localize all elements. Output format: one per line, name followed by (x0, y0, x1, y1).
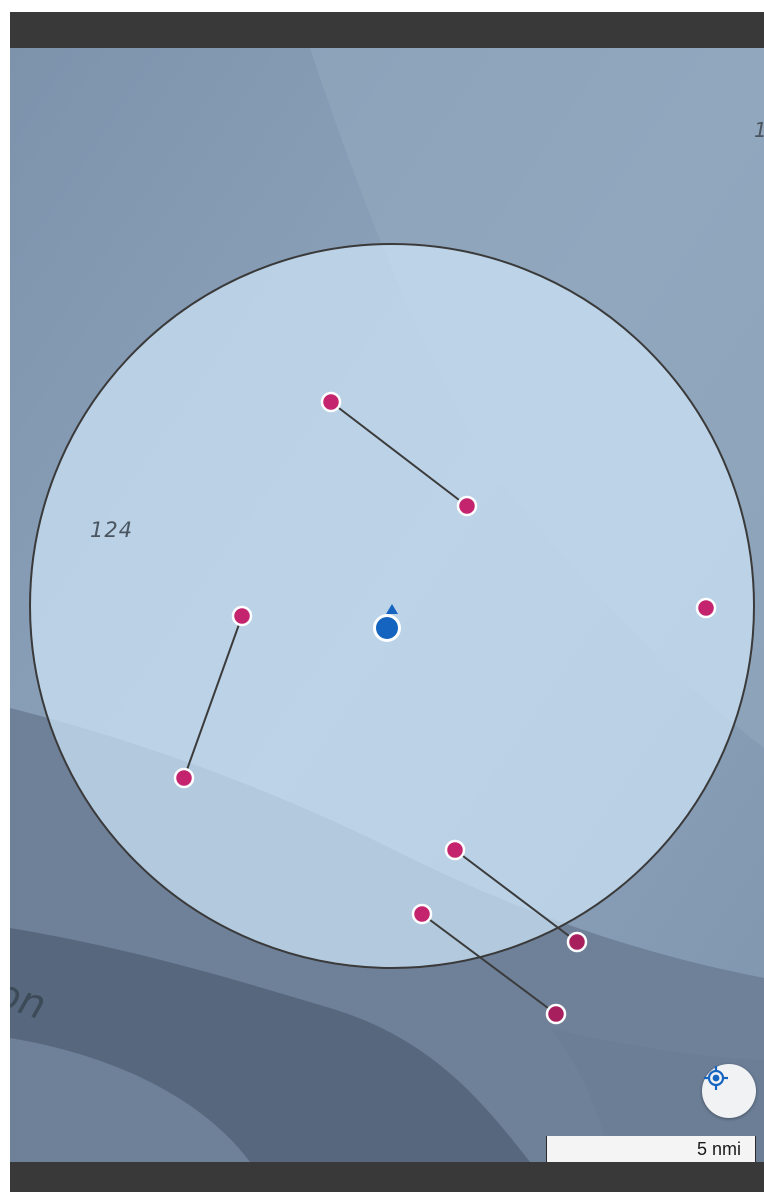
route-segment (454, 849, 578, 943)
waypoint-marker[interactable] (173, 767, 195, 789)
waypoint-markers[interactable] (173, 391, 717, 1025)
edge-depth-label: 1 (754, 118, 764, 142)
screen-frame: 124 on 1 5 nmi (10, 12, 764, 1192)
waypoint-marker[interactable] (320, 391, 342, 413)
scale-bar-label: 5 nmi (696, 1139, 741, 1159)
waypoint-marker[interactable] (456, 495, 478, 517)
waypoint-marker[interactable] (444, 839, 466, 861)
scale-bar: 5 nmi (546, 1136, 756, 1162)
top-status-bar (10, 12, 764, 48)
waypoint-marker[interactable] (231, 605, 253, 627)
waypoint-marker[interactable] (411, 903, 433, 925)
map-canvas[interactable] (10, 48, 764, 1162)
waypoint-marker[interactable] (566, 931, 588, 953)
route-segment (421, 913, 557, 1015)
location-dot-with-heading-icon (373, 604, 401, 642)
slope-patch (550, 1028, 764, 1162)
waypoint-marker[interactable] (695, 597, 717, 619)
bottom-navigation-bar (10, 1162, 764, 1192)
deep-channel-area (10, 928, 530, 1162)
locate-me-button[interactable] (702, 1064, 756, 1118)
my-location-crosshair-icon (704, 1066, 728, 1090)
map-view[interactable]: 124 on 1 5 nmi (10, 48, 764, 1162)
contour-depth-label: 124 (90, 518, 134, 542)
route-segment (183, 615, 243, 779)
waypoint-marker[interactable] (545, 1003, 567, 1025)
route-segment (330, 401, 468, 507)
